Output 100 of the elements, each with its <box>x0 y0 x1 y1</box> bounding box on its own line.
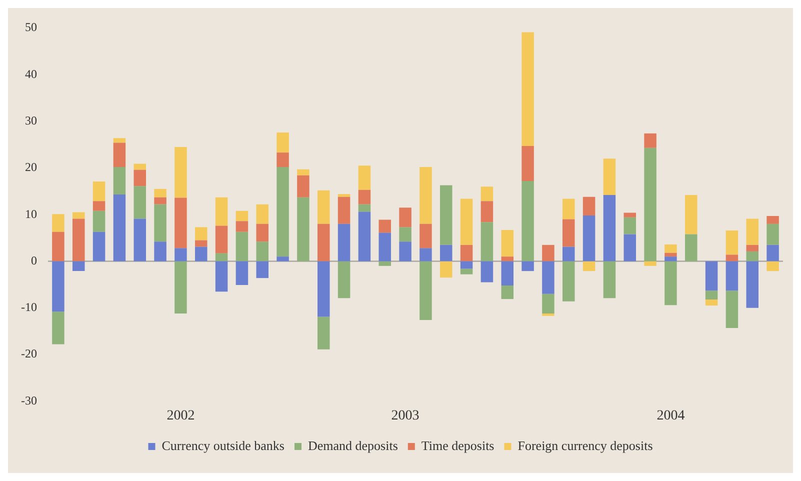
bar <box>664 261 677 306</box>
bar <box>134 170 146 186</box>
x-tick-label: 2004 <box>656 408 685 424</box>
bar <box>766 261 779 272</box>
y-tick-label: -30 <box>20 393 37 408</box>
bar <box>562 198 575 220</box>
y-tick-label: 40 <box>24 66 37 81</box>
bar <box>113 167 126 195</box>
bar <box>420 224 432 248</box>
bar <box>358 166 371 190</box>
bar <box>440 244 452 262</box>
bar <box>766 244 779 262</box>
bar <box>256 242 268 262</box>
bar <box>338 261 350 298</box>
bar <box>92 201 106 211</box>
bar <box>318 224 330 262</box>
bar <box>480 222 494 262</box>
y-tick-label: 10 <box>24 206 37 221</box>
bar <box>766 216 779 224</box>
bar <box>420 261 432 320</box>
bar <box>460 244 473 262</box>
bar <box>52 214 64 232</box>
bar <box>276 167 289 257</box>
bar <box>624 212 636 218</box>
bar <box>358 212 371 262</box>
y-tick-label: 50 <box>24 20 37 34</box>
y-tick-label: 20 <box>24 160 37 174</box>
bar <box>92 232 106 262</box>
bar <box>460 268 473 274</box>
bar <box>174 248 187 262</box>
bar <box>746 261 758 308</box>
bar <box>644 148 656 262</box>
bar <box>603 195 616 262</box>
bar <box>52 261 64 312</box>
bar <box>92 210 106 232</box>
bar <box>664 244 677 253</box>
bar <box>603 158 616 196</box>
bar <box>52 312 64 344</box>
bar <box>194 227 208 240</box>
legend-label: Time deposits <box>421 438 494 453</box>
y-tick-label: -20 <box>20 346 37 361</box>
bar <box>582 216 596 262</box>
bar <box>644 133 656 148</box>
bar <box>705 261 718 291</box>
bar <box>746 244 758 252</box>
x-tick-label: 2002 <box>166 408 195 424</box>
bar <box>154 204 166 242</box>
bar <box>501 261 514 286</box>
bar <box>562 246 575 262</box>
bar <box>174 261 187 314</box>
bar <box>582 196 596 216</box>
bar <box>542 294 554 314</box>
bar <box>440 261 452 278</box>
bar <box>399 242 412 262</box>
bar <box>480 186 494 202</box>
bar <box>542 244 554 262</box>
bar <box>746 251 758 262</box>
y-tick-label: 30 <box>24 113 37 128</box>
bar <box>318 316 330 350</box>
bar <box>194 240 208 247</box>
bar <box>726 254 738 262</box>
bar <box>726 290 738 328</box>
bar <box>726 230 738 255</box>
bar <box>338 196 350 224</box>
bar <box>440 185 452 245</box>
bar <box>236 261 248 286</box>
bar <box>664 256 677 262</box>
bar <box>624 217 636 234</box>
bar <box>378 232 391 262</box>
bar <box>501 256 514 262</box>
bar <box>746 218 758 245</box>
bar <box>113 138 126 143</box>
bar <box>358 204 371 212</box>
y-tick-label: -10 <box>20 300 37 314</box>
bar <box>256 224 268 242</box>
bar <box>154 188 166 198</box>
bar <box>154 242 166 262</box>
bar <box>542 261 554 294</box>
bar <box>480 201 494 222</box>
bar <box>52 232 64 262</box>
bar <box>134 164 146 170</box>
bar <box>685 234 698 262</box>
bar <box>276 256 289 262</box>
bar <box>378 261 391 266</box>
bar <box>501 286 514 300</box>
bar <box>420 167 432 224</box>
bar <box>603 261 616 298</box>
bar <box>297 197 310 262</box>
bar <box>215 261 228 292</box>
bar <box>174 198 187 248</box>
bar <box>726 261 738 291</box>
bar <box>236 210 248 222</box>
bar <box>766 224 779 245</box>
bar <box>644 261 656 266</box>
legend-label: Demand deposits <box>308 438 398 453</box>
bar <box>480 261 494 282</box>
bar <box>174 146 187 198</box>
bar <box>378 220 391 233</box>
bar <box>194 246 208 262</box>
bar <box>460 198 473 245</box>
